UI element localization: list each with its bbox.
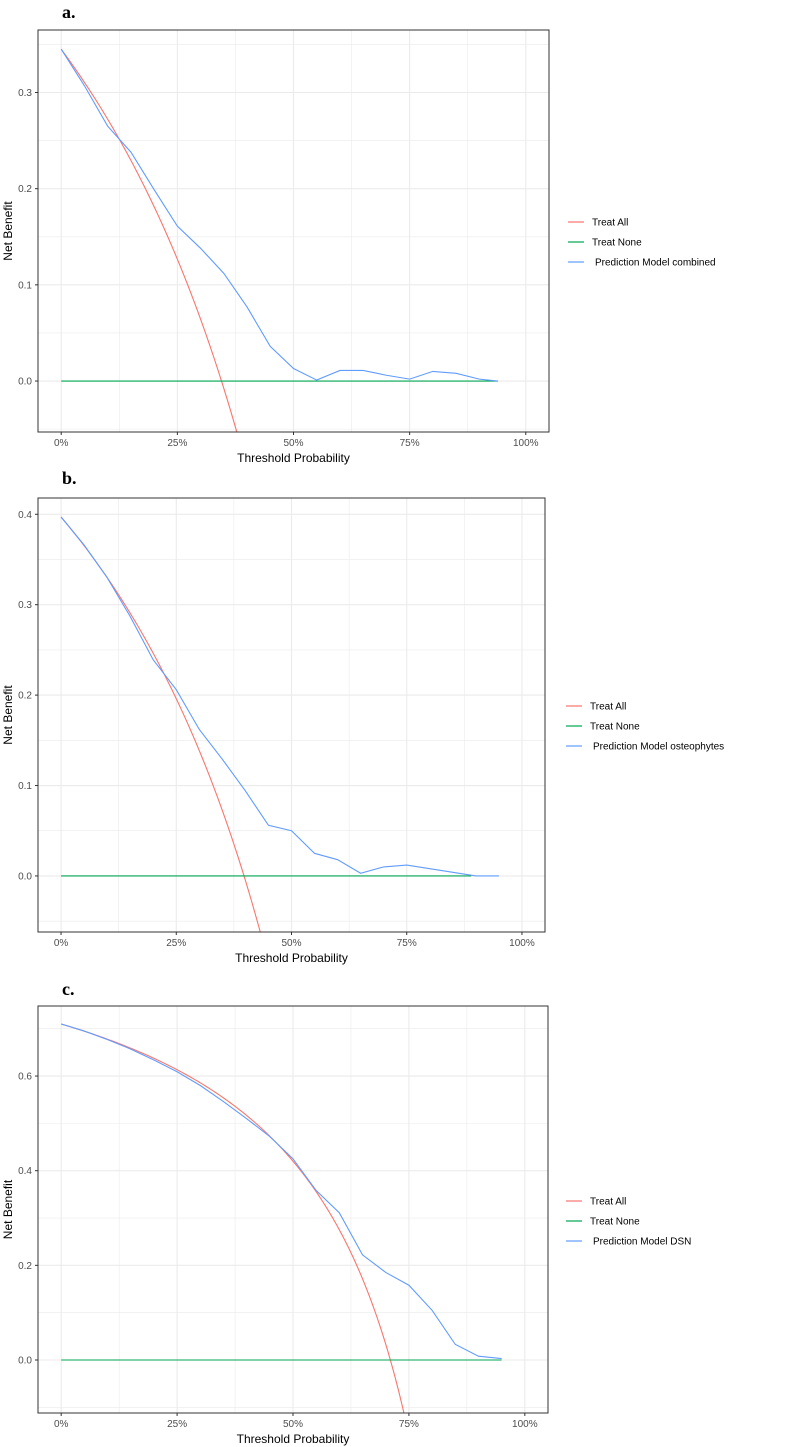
y-tick-label: 0.2 [18, 691, 32, 702]
series-line-treat-all [60, 48, 238, 432]
y-tick-label: 0.2 [18, 184, 32, 195]
chart-panel-a: a. 0% 25% 50% 75% 100% 0.0 0.1 0.2 0.3 Threshold P… [0, 0, 792, 470]
x-tick-label: 0% [54, 438, 69, 449]
legend: Treat All Treat None Prediction Model DSN [566, 1197, 691, 1248]
y-axis-title: Net Benefit [1, 201, 15, 261]
x-tick-label: 50% [283, 438, 303, 449]
chart-c: c. 0% 25% 50% 75% 100% 0.0 0.2 0.4 0.6 Threshold P… [1, 979, 691, 1446]
gridlines [38, 30, 549, 432]
x-axis-title: Threshold Probability [237, 1432, 350, 1446]
series-line-treat-all [60, 516, 261, 932]
x-tick-label: 75% [400, 438, 420, 449]
panel-label: a. [62, 2, 76, 22]
panel-label: c. [62, 979, 75, 999]
series-group [60, 516, 499, 932]
legend-label: Prediction Model DSN [593, 1237, 691, 1248]
y-tick-label: 0.3 [18, 88, 32, 99]
x-tick-label: 0% [54, 938, 69, 949]
series-line-prediction-model-dsn [61, 1023, 502, 1360]
x-axis-title: Threshold Probability [237, 451, 350, 465]
y-tick-label: 0.0 [18, 871, 32, 882]
x-tick-label: 25% [167, 438, 187, 449]
x-axis-title: Threshold Probability [235, 951, 348, 965]
series-line-treat-all [61, 1023, 405, 1413]
x-tick-label: 75% [399, 1419, 419, 1430]
y-axis-title: Net Benefit [1, 685, 15, 745]
y-tick-label: 0.2 [18, 1261, 32, 1272]
y-tick-label: 0.1 [18, 781, 32, 792]
legend-label: Prediction Model combined [595, 258, 716, 269]
legend-label: Prediction Model osteophytes [593, 742, 724, 753]
gridlines [38, 1006, 548, 1413]
x-tick-label: 100% [509, 938, 535, 949]
chart-a: a. 0% 25% 50% 75% 100% 0.0 0.1 0.2 0.3 Threshold P… [1, 2, 716, 465]
series-line-prediction-model-combined [60, 48, 498, 382]
series-group [61, 1023, 502, 1413]
legend: Treat All Treat None Prediction Model comb… [568, 218, 716, 269]
x-tick-label: 75% [397, 938, 417, 949]
y-tick-label: 0.0 [18, 377, 32, 388]
panel-label: b. [62, 468, 77, 488]
gridlines [38, 498, 545, 932]
y-axis-title: Net Benefit [1, 1179, 15, 1239]
y-tick-label: 0.4 [18, 1166, 32, 1177]
x-tick-label: 50% [283, 1419, 303, 1430]
x-tick-label: 50% [281, 938, 301, 949]
legend-label: Treat All [590, 1197, 626, 1208]
y-tick-label: 0.0 [18, 1355, 32, 1366]
series-group [60, 48, 498, 432]
legend-label: Treat None [592, 238, 642, 249]
x-tick-label: 100% [513, 438, 539, 449]
x-tick-label: 0% [54, 1419, 69, 1430]
y-tick-label: 0.6 [18, 1072, 32, 1083]
series-line-prediction-model-osteophytes [60, 516, 499, 877]
y-tick-label: 0.4 [18, 510, 32, 521]
x-tick-label: 25% [166, 938, 186, 949]
legend-label: Treat All [592, 218, 628, 229]
legend-label: Treat None [590, 1217, 640, 1228]
y-tick-label: 0.3 [18, 600, 32, 611]
chart-b: b. 0% 25% 50% 75% 100% 0.0 0.1 0.2 0.3 0.4 Threshol… [1, 468, 724, 965]
x-tick-label: 100% [512, 1419, 538, 1430]
chart-panel-c: c. 0% 25% 50% 75% 100% 0.0 0.2 0.4 0.6 Threshold P… [0, 975, 792, 1447]
chart-panel-b: b. 0% 25% 50% 75% 100% 0.0 0.1 0.2 0.3 0.4 Threshol… [0, 466, 792, 966]
legend-label: Treat None [590, 722, 640, 733]
legend-label: Treat All [590, 702, 626, 713]
x-tick-label: 25% [167, 1419, 187, 1430]
y-tick-label: 0.1 [18, 280, 32, 291]
legend: Treat All Treat None Prediction Model oste… [566, 702, 724, 753]
